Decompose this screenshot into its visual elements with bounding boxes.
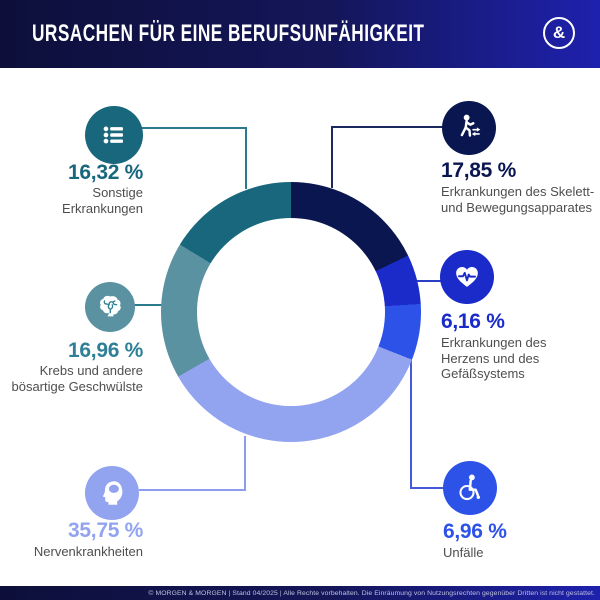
connector-sonstige-vertical (245, 127, 247, 189)
walking-person-icon (460, 114, 481, 137)
value-krebs: 16,96 % (68, 339, 143, 362)
label-sonstige: Sonstige Erkrankungen (62, 185, 143, 216)
badge-sonstige (85, 106, 143, 164)
value-sonstige: 16,32 % (68, 161, 143, 184)
connector-unfaelle-vertical (410, 356, 412, 489)
connector-nerven-vertical (244, 436, 246, 491)
wheelchair-icon (459, 474, 481, 501)
connector-skelett-vertical (331, 126, 333, 188)
list-icon (103, 126, 123, 144)
label-herz: Erkrankungen des Herzens und des Gefäßsy… (441, 335, 547, 382)
brain-icon (100, 295, 121, 317)
heart-pulse-icon (456, 266, 478, 287)
badge-skelett (442, 101, 496, 155)
header-bar: URSACHEN FÜR EINE BERUFSUNFÄHIGKEIT & (0, 0, 600, 68)
label-krebs: Krebs und andere bösartige Geschwülste (11, 363, 143, 394)
head-profile-icon (102, 481, 123, 505)
connector-krebs-horizontal (133, 304, 165, 306)
value-skelett: 17,85 % (441, 159, 516, 182)
badge-krebs (85, 282, 135, 332)
connector-nerven-horizontal (139, 489, 246, 491)
ampersand-logo-icon: & (552, 22, 566, 42)
connector-skelett-horizontal (331, 126, 443, 128)
label-unfaelle: Unfälle (443, 545, 484, 560)
page-title: URSACHEN FÜR EINE BERUFSUNFÄHIGKEIT (32, 20, 425, 47)
connector-herz-horizontal (410, 280, 443, 282)
donut-hole (197, 218, 385, 406)
morgen-und-morgen-logo: & (543, 17, 575, 49)
value-herz: 6,16 % (441, 310, 505, 333)
donut-ring (161, 182, 421, 442)
badge-unfaelle (443, 461, 497, 515)
connector-sonstige-horizontal (141, 127, 247, 129)
footer-bar: © MORGEN & MORGEN | Stand 04/2025 | Alle… (0, 586, 600, 600)
badge-nerven (85, 466, 139, 520)
connector-unfaelle-horizontal (410, 487, 446, 489)
label-skelett: Erkrankungen des Skelett- und Bewegungsa… (441, 184, 595, 215)
copyright-text: © MORGEN & MORGEN | Stand 04/2025 | Alle… (148, 589, 595, 597)
value-nerven: 35,75 % (68, 519, 143, 542)
value-unfaelle: 6,96 % (443, 520, 507, 543)
label-nerven: Nervenkrankheiten (33, 544, 143, 559)
badge-herz (440, 250, 494, 304)
